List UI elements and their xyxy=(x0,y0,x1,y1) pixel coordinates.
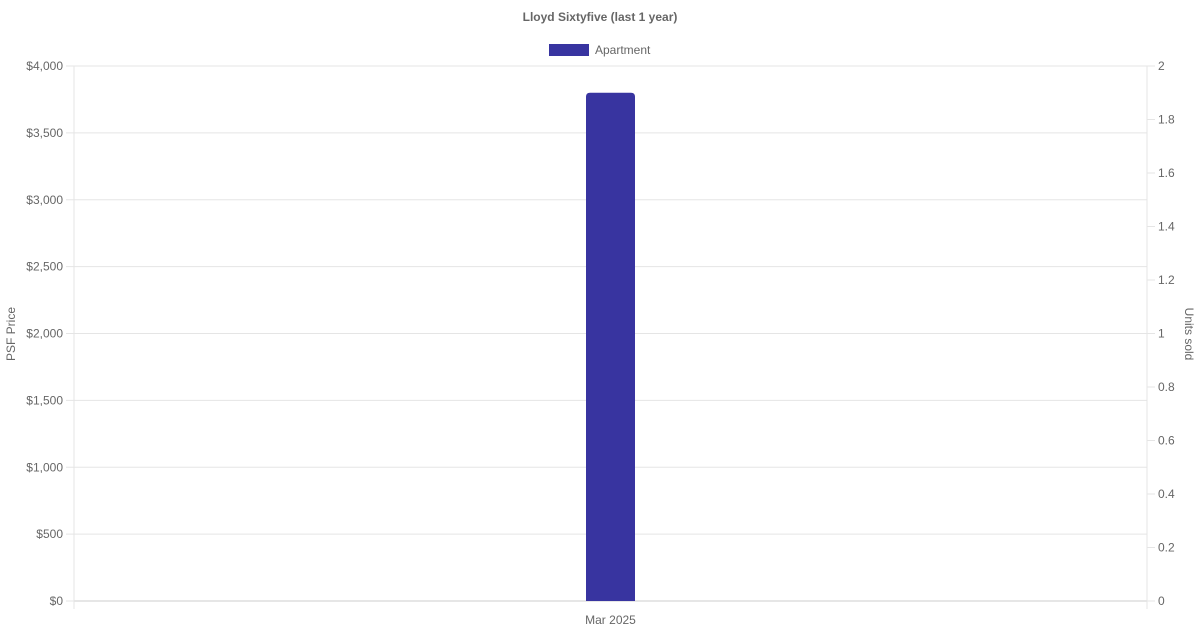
y2-tick-label: 0 xyxy=(1158,594,1165,608)
y2-tick-label: 1 xyxy=(1158,327,1165,341)
y-tick-label: $1,000 xyxy=(26,460,63,474)
y2-tick-label: 1.2 xyxy=(1158,273,1175,287)
y-axis-label: PSF Price xyxy=(4,307,18,361)
y-tick-label: $3,000 xyxy=(26,193,63,207)
y2-tick-label: 0.6 xyxy=(1158,434,1175,448)
y2-tick-label: 0.8 xyxy=(1158,380,1175,394)
y-tick-label: $3,500 xyxy=(26,126,63,140)
legend-swatch xyxy=(549,44,589,56)
y-tick-label: $2,500 xyxy=(26,260,63,274)
y-tick-label: $4,000 xyxy=(26,59,63,73)
y2-axis-label: Units sold xyxy=(1182,308,1196,361)
x-tick-label: Mar 2025 xyxy=(585,613,636,627)
y2-tick-label: 1.6 xyxy=(1158,166,1175,180)
y-tick-label: $2,000 xyxy=(26,327,63,341)
legend-label: Apartment xyxy=(595,43,651,57)
bar-apartment xyxy=(586,92,635,601)
y2-tick-label: 1.8 xyxy=(1158,113,1175,127)
chart-title: Lloyd Sixtyfive (last 1 year) xyxy=(523,10,678,24)
y2-tick-label: 0.2 xyxy=(1158,541,1175,555)
legend-item-apartment[interactable]: Apartment xyxy=(549,43,651,57)
y-tick-label: $0 xyxy=(50,594,64,608)
y2-tick-label: 1.4 xyxy=(1158,220,1175,234)
y2-tick-label: 0.4 xyxy=(1158,487,1175,501)
y2-tick-label: 2 xyxy=(1158,59,1165,73)
y-tick-label: $500 xyxy=(36,527,63,541)
y-tick-label: $1,500 xyxy=(26,393,63,407)
